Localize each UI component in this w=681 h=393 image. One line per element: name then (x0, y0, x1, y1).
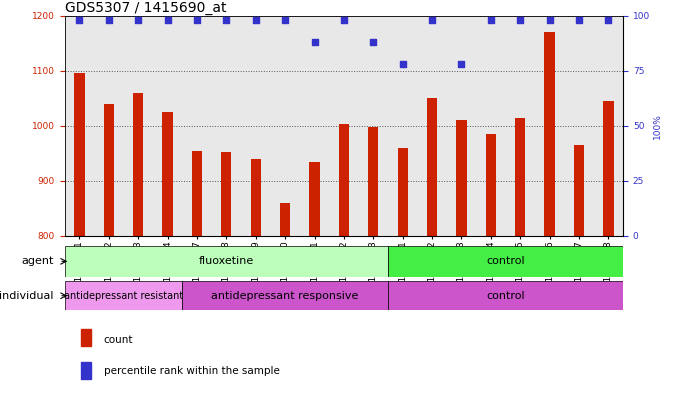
Point (191, 17, 202, 23)
Point (544, 17, 555, 23)
Bar (545, 32, 555, 236)
Bar (251, 159, 261, 236)
Point (309, 39, 320, 45)
Point (104, 17, 114, 23)
Text: fluoxetine: fluoxetine (199, 256, 254, 266)
Point (368, 39, 379, 45)
Text: antidepressant resistant: antidepressant resistant (64, 291, 183, 301)
Text: count: count (104, 335, 133, 345)
Bar (82, 362, 91, 379)
Bar (515, 118, 525, 236)
Bar (368, 127, 379, 236)
Bar (338, 124, 349, 236)
Point (162, 17, 173, 23)
Bar (183, 281, 388, 310)
Text: control: control (486, 291, 525, 301)
Bar (162, 112, 173, 236)
Point (133, 17, 144, 23)
Text: agent: agent (21, 256, 54, 266)
Point (486, 17, 496, 23)
Bar (456, 120, 466, 236)
Bar (388, 246, 623, 277)
Bar (388, 281, 623, 310)
Point (456, 61, 467, 67)
Bar (603, 101, 614, 236)
Bar (398, 148, 408, 236)
Bar (192, 151, 202, 236)
Point (221, 17, 232, 23)
Text: antidepressant responsive: antidepressant responsive (211, 291, 359, 301)
Bar (486, 134, 496, 236)
Bar (133, 93, 143, 236)
Bar (82, 329, 91, 346)
Point (74, 17, 85, 23)
Bar (221, 152, 232, 236)
Text: GDS5307 / 1415690_at: GDS5307 / 1415690_at (65, 1, 226, 15)
Bar (104, 104, 114, 236)
Bar (280, 203, 290, 236)
Bar (574, 145, 584, 236)
Y-axis label: 100%: 100% (653, 113, 662, 139)
Point (397, 61, 408, 67)
Bar (427, 98, 437, 236)
Text: percentile rank within the sample: percentile rank within the sample (104, 366, 280, 376)
Bar (309, 162, 319, 236)
Point (280, 17, 291, 23)
Point (251, 17, 262, 23)
Bar (65, 281, 183, 310)
Point (573, 17, 584, 23)
Point (426, 17, 437, 23)
Point (338, 17, 349, 23)
Point (515, 17, 526, 23)
Text: individual: individual (0, 291, 54, 301)
Bar (65, 246, 388, 277)
Text: control: control (486, 256, 525, 266)
Point (603, 17, 614, 23)
Bar (74, 73, 84, 236)
